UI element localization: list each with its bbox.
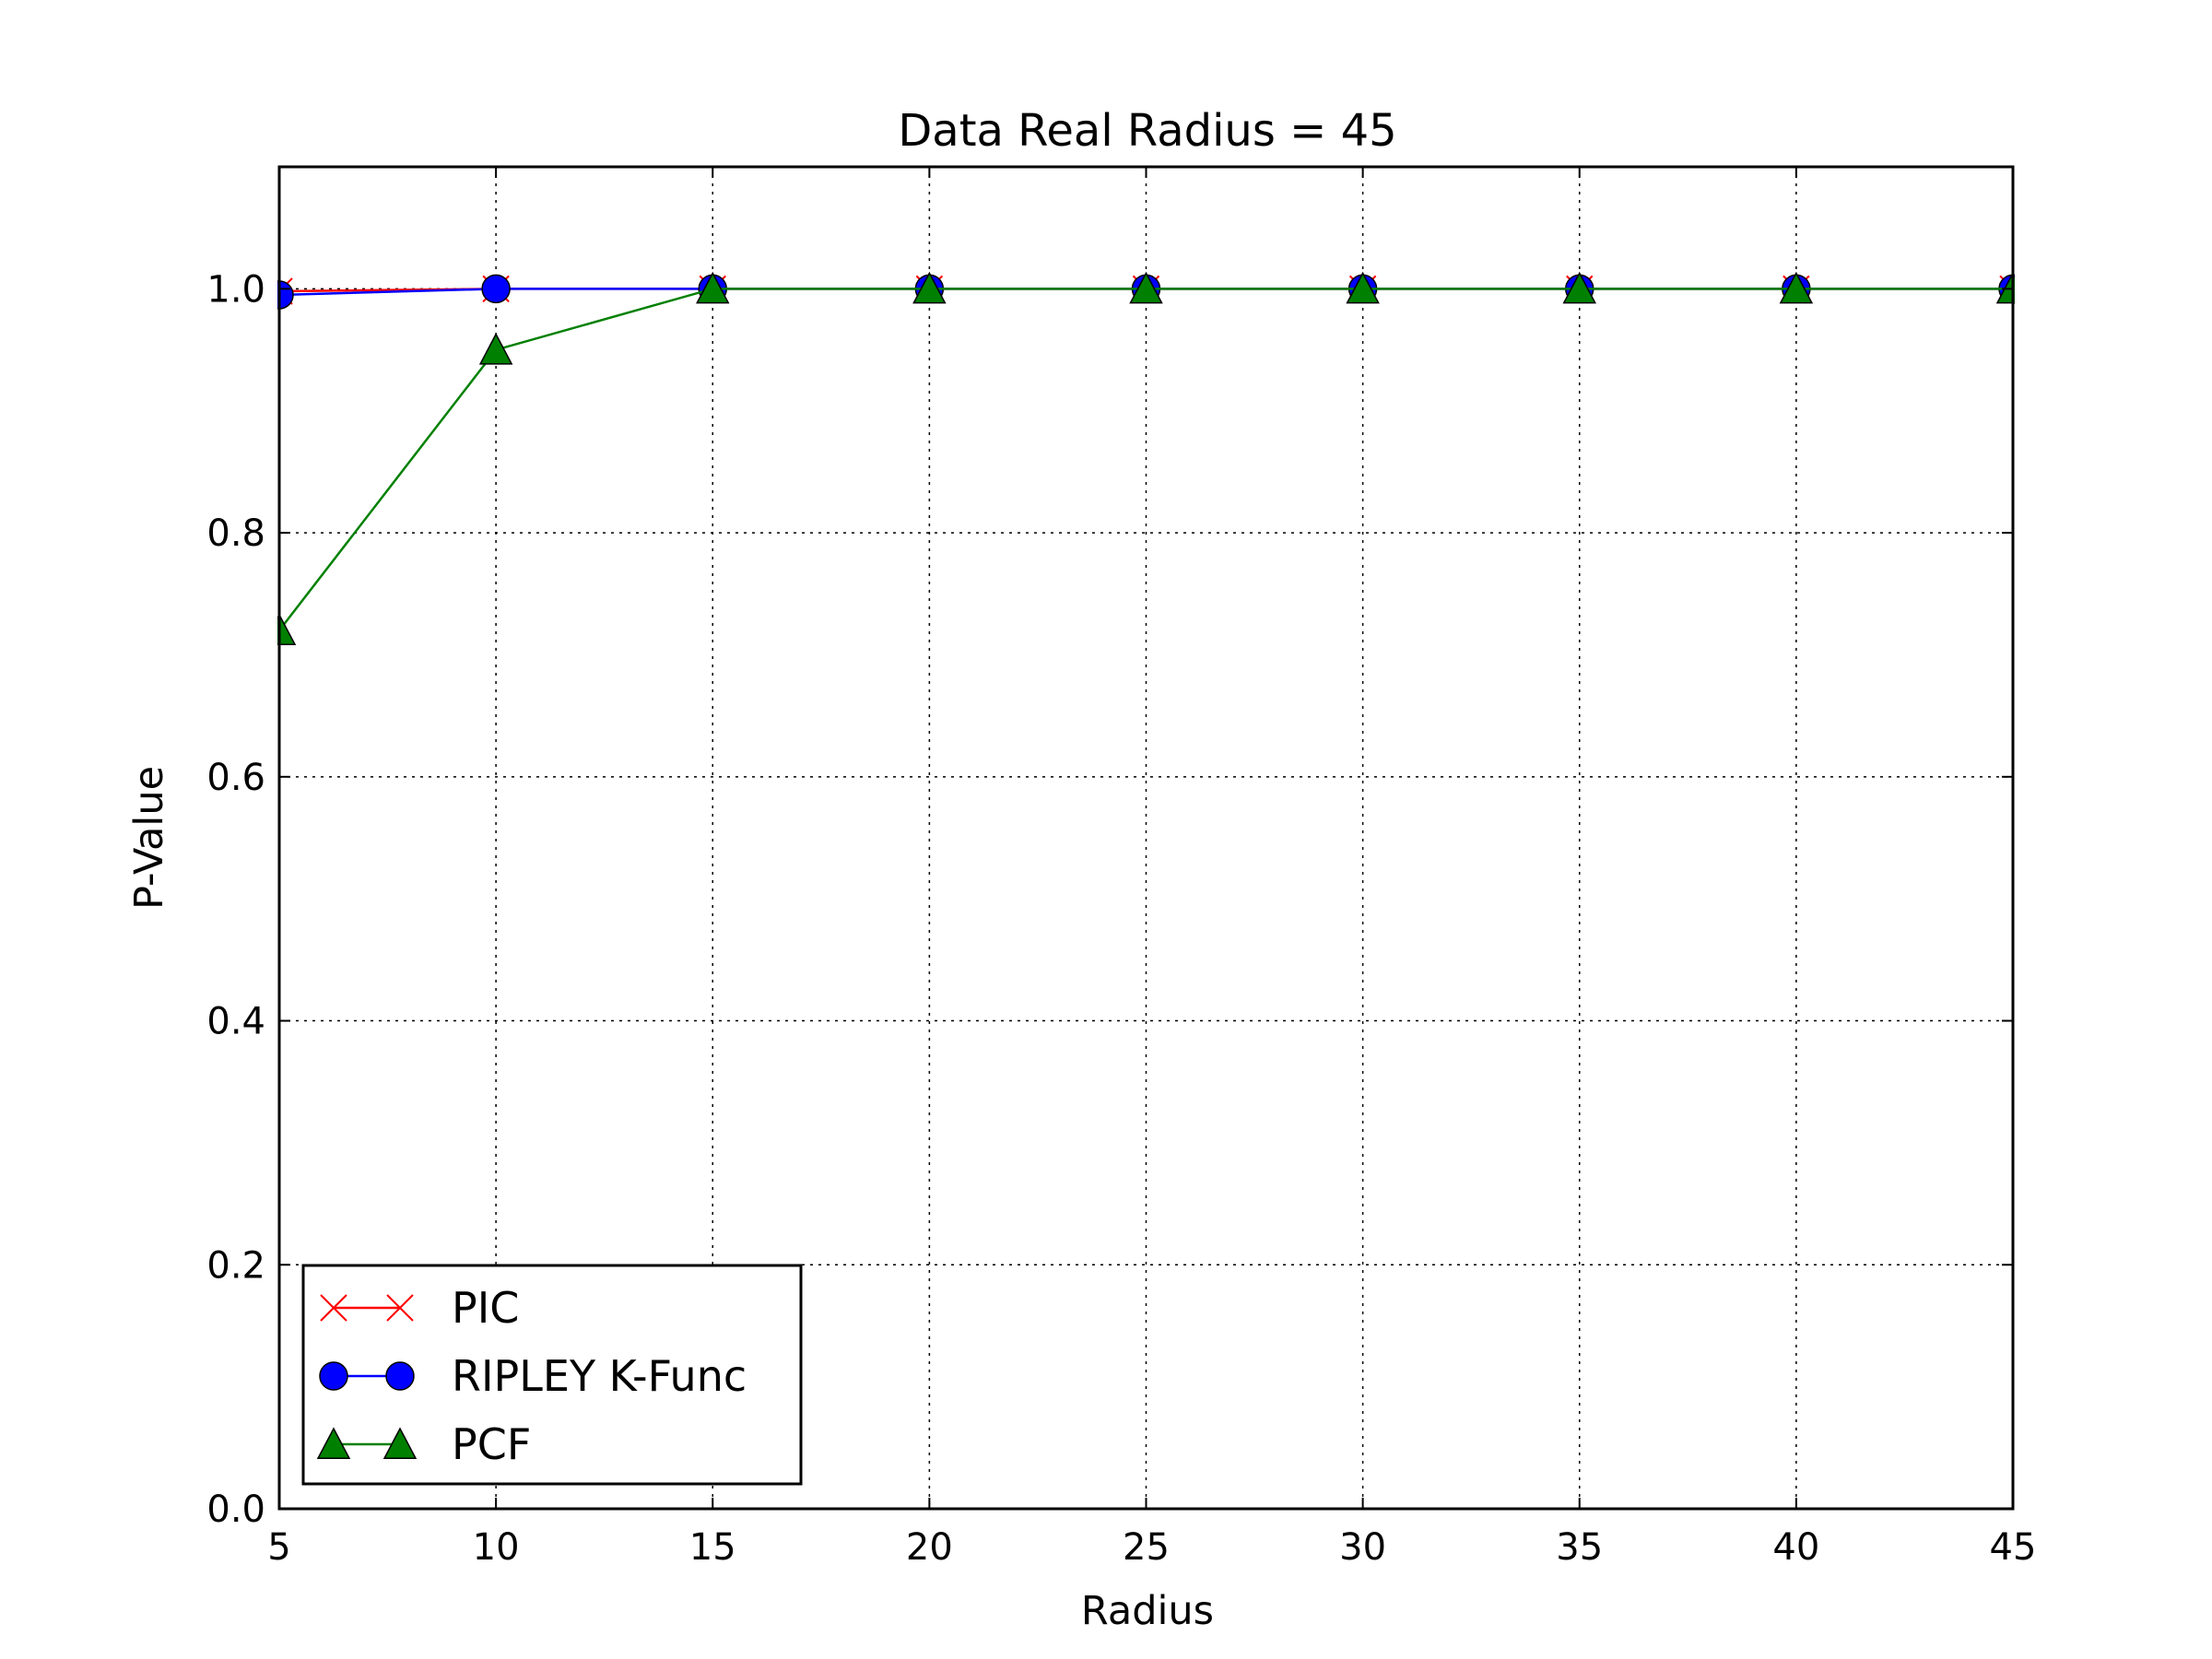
axis-ticks: 5 10 15 20 25 30 35 40 45 0.0 0.2 0.4 0.6 0.8 1.0 — [206, 167, 2036, 1569]
legend-marker — [320, 1294, 347, 1322]
legend-marker — [382, 1427, 418, 1460]
x-axis-label: Radius — [1081, 1588, 1214, 1634]
y-axis-label: P-Value — [126, 766, 172, 910]
chart-title: Data Real Radius = 45 — [898, 105, 1396, 157]
x-tick-label: 30 — [1339, 1526, 1386, 1569]
data-point — [1779, 271, 1814, 304]
y-tick-label: 1.0 — [206, 268, 265, 311]
x-tick-label: 40 — [1772, 1526, 1819, 1569]
legend-marker — [319, 1361, 348, 1391]
legend-label: PCF — [452, 1419, 531, 1469]
x-tick-label: 10 — [473, 1526, 520, 1569]
y-tick-label: 0.0 — [206, 1488, 265, 1531]
x-tick-label: 25 — [1123, 1526, 1170, 1569]
legend-marker — [386, 1294, 414, 1322]
data-point — [1346, 271, 1380, 304]
series-pcf — [277, 271, 2015, 646]
legend-entry: PCF — [316, 1419, 531, 1469]
y-tick-label: 0.6 — [206, 757, 265, 799]
x-tick-label: 15 — [689, 1526, 736, 1569]
y-tick-label: 0.8 — [206, 512, 265, 555]
series-layer — [277, 271, 2015, 646]
y-tick-label: 0.2 — [206, 1244, 265, 1287]
x-tick-label: 5 — [267, 1526, 290, 1569]
data-point — [478, 332, 513, 365]
y-tick-label: 0.4 — [206, 1001, 265, 1043]
data-point — [1562, 271, 1596, 304]
legend-label: PIC — [452, 1283, 519, 1333]
legend: PIC RIPLEY K-Func PCF — [301, 1264, 803, 1486]
legend-marker — [385, 1361, 415, 1391]
x-tick-label: 35 — [1556, 1526, 1603, 1569]
data-point — [481, 274, 511, 304]
data-point — [912, 271, 947, 304]
x-tick-label: 45 — [1990, 1526, 2037, 1569]
data-point — [696, 271, 730, 304]
legend-label: RIPLEY K-Func — [452, 1351, 747, 1401]
x-tick-label: 20 — [906, 1526, 953, 1569]
legend-marker — [316, 1427, 351, 1460]
data-point — [1129, 271, 1163, 304]
legend-entry: PIC — [320, 1283, 519, 1333]
legend-entry: RIPLEY K-Func — [319, 1351, 747, 1401]
